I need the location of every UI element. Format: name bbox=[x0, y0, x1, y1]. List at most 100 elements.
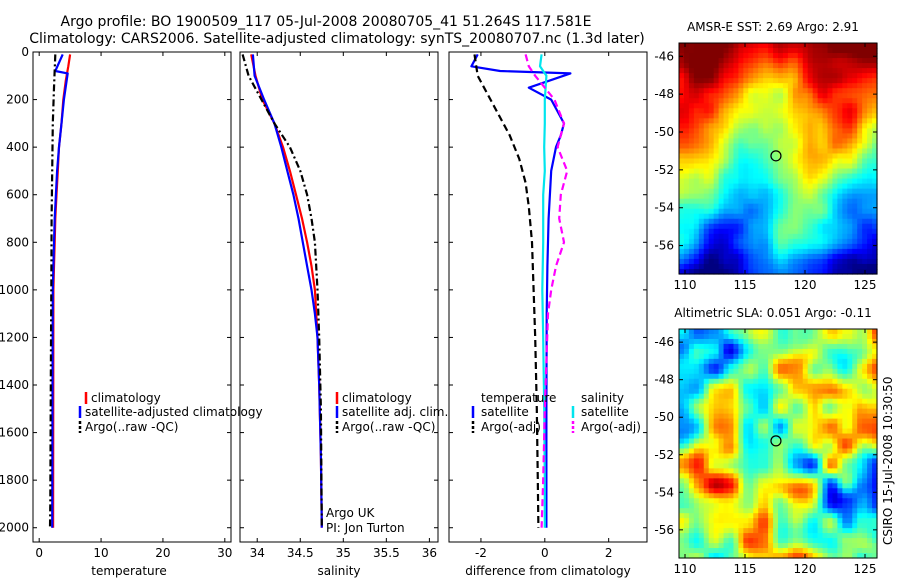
field-cell bbox=[837, 433, 843, 440]
field-cell bbox=[693, 523, 700, 529]
field-cell bbox=[787, 493, 794, 499]
field-cell bbox=[748, 183, 754, 190]
field-cell bbox=[768, 263, 774, 270]
field-cell bbox=[718, 183, 725, 190]
field-cell bbox=[698, 353, 705, 360]
field-cell bbox=[683, 458, 690, 465]
field-cell bbox=[728, 48, 735, 54]
field-cell bbox=[708, 338, 715, 345]
field-cell bbox=[867, 458, 873, 465]
field-cell bbox=[847, 93, 853, 99]
field-cell bbox=[852, 478, 858, 484]
field-cell bbox=[679, 243, 685, 250]
field-cell bbox=[867, 153, 873, 160]
field-cell bbox=[748, 473, 754, 479]
field-cell bbox=[797, 183, 804, 190]
field-cell bbox=[698, 203, 705, 210]
field-cell bbox=[743, 233, 749, 240]
field-cell bbox=[847, 403, 853, 410]
field-cell bbox=[812, 108, 819, 114]
field-cell bbox=[792, 383, 799, 390]
field-cell bbox=[753, 423, 759, 430]
field-cell bbox=[852, 398, 858, 405]
field-cell bbox=[852, 483, 858, 489]
field-cell bbox=[738, 188, 744, 195]
field-cell bbox=[852, 343, 858, 350]
field-cell bbox=[728, 433, 735, 440]
field-cell bbox=[708, 453, 715, 460]
field-cell bbox=[698, 423, 705, 430]
field-cell bbox=[698, 463, 705, 469]
field-cell bbox=[867, 78, 873, 84]
field-cell bbox=[807, 423, 814, 430]
field-cell bbox=[703, 53, 710, 59]
field-cell bbox=[723, 413, 730, 420]
field-cell bbox=[723, 268, 730, 275]
field-cell bbox=[792, 218, 799, 225]
field-cell bbox=[718, 218, 725, 225]
field-cell bbox=[753, 253, 759, 260]
field-cell bbox=[837, 468, 843, 474]
field-cell bbox=[738, 193, 744, 200]
field-cell bbox=[733, 148, 739, 155]
field-cell bbox=[708, 233, 715, 240]
field-cell bbox=[698, 113, 705, 119]
field-cell bbox=[768, 228, 774, 235]
field-cell bbox=[693, 513, 700, 519]
field-cell bbox=[778, 108, 784, 114]
field-cell bbox=[872, 348, 878, 355]
field-cell bbox=[778, 73, 784, 79]
field-cell bbox=[797, 228, 804, 235]
field-cell bbox=[753, 233, 759, 240]
field-cell bbox=[832, 258, 838, 265]
field-cell bbox=[763, 98, 769, 104]
field-cell bbox=[867, 148, 873, 155]
field-cell bbox=[738, 363, 744, 370]
field-cell bbox=[683, 183, 690, 190]
field-cell bbox=[723, 543, 730, 549]
field-cell bbox=[688, 223, 695, 230]
field-cell bbox=[847, 448, 853, 455]
field-cell bbox=[708, 238, 715, 245]
field-cell bbox=[758, 458, 764, 465]
field-cell bbox=[847, 503, 853, 509]
field-cell bbox=[698, 438, 705, 445]
field-cell bbox=[693, 348, 700, 355]
field-cell bbox=[797, 548, 804, 554]
field-cell bbox=[802, 488, 809, 494]
field-cell bbox=[738, 403, 744, 410]
series-line-temperature-satellite bbox=[470, 53, 572, 528]
field-cell bbox=[802, 208, 809, 215]
field-cell bbox=[778, 463, 784, 469]
field-cell bbox=[698, 163, 705, 170]
field-cell bbox=[683, 158, 690, 165]
field-cell bbox=[847, 248, 853, 255]
field-cell bbox=[822, 463, 829, 469]
field-cell bbox=[768, 483, 774, 489]
field-cell bbox=[872, 418, 878, 425]
x-tick-label: 120 bbox=[794, 278, 817, 292]
field-cell bbox=[683, 218, 690, 225]
field-cell bbox=[773, 58, 779, 64]
field-cell bbox=[688, 98, 695, 104]
field-cell bbox=[688, 343, 695, 350]
field-cell bbox=[738, 108, 744, 114]
field-cell bbox=[862, 488, 868, 494]
field-cell bbox=[708, 253, 715, 260]
field-cell bbox=[778, 218, 784, 225]
field-cell bbox=[792, 333, 799, 340]
field-cell bbox=[787, 53, 794, 59]
field-cell bbox=[698, 233, 705, 240]
field-cell bbox=[862, 53, 868, 59]
field-cell bbox=[802, 538, 809, 544]
field-cell bbox=[778, 518, 784, 524]
field-cell bbox=[778, 78, 784, 84]
field-cell bbox=[733, 213, 739, 220]
field-cell bbox=[768, 43, 774, 49]
field-cell bbox=[763, 438, 769, 445]
field-cell bbox=[822, 373, 829, 380]
field-cell bbox=[708, 203, 715, 210]
field-cell bbox=[753, 208, 759, 215]
field-cell bbox=[857, 518, 863, 524]
field-cell bbox=[748, 543, 754, 549]
